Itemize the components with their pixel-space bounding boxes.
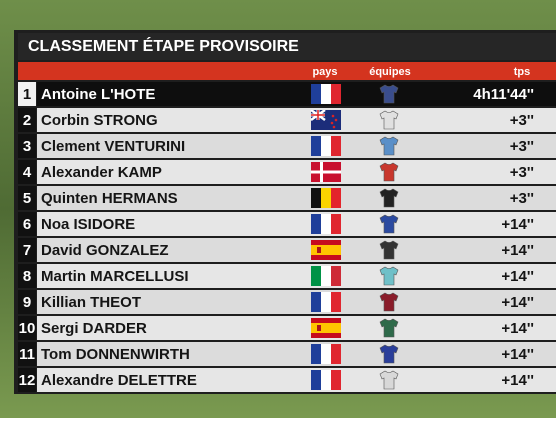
time: 4h11'44''	[473, 86, 534, 103]
title-bar	[18, 33, 556, 60]
rank: 8	[23, 268, 31, 285]
time: +3''	[510, 190, 534, 207]
row: 4 Alexander KAMP +3''	[18, 160, 556, 184]
rank-box	[18, 368, 36, 392]
rank-box	[18, 160, 36, 184]
time: +14''	[501, 242, 534, 259]
row-background	[37, 342, 556, 366]
rank: 2	[23, 112, 31, 129]
title: CLASSEMENT ÉTAPE PROVISOIRE	[28, 36, 299, 55]
column-header: tps	[514, 66, 531, 78]
rider-name: Noa ISIDORE	[41, 216, 135, 233]
rank-box	[18, 82, 36, 106]
flag	[311, 370, 341, 390]
flag	[311, 266, 341, 286]
time: +3''	[510, 112, 534, 129]
flag	[311, 188, 341, 208]
row-background	[37, 290, 556, 314]
rank: 7	[23, 242, 31, 259]
time: +14''	[501, 346, 534, 363]
time: +14''	[501, 372, 534, 389]
flag	[311, 136, 341, 156]
row-background	[37, 134, 556, 158]
row: 8 Martin MARCELLUSI +14''	[18, 264, 556, 288]
header-row	[18, 62, 556, 80]
row: 11 Tom DONNENWIRTH +14''	[18, 342, 556, 366]
rank: 9	[23, 294, 31, 311]
rank: 3	[23, 138, 31, 155]
row: 10 Sergi DARDER +14''	[18, 316, 556, 340]
flag	[311, 162, 341, 182]
flag	[311, 292, 341, 312]
flag	[310, 110, 342, 130]
rank-box	[18, 108, 36, 132]
rows: 1 Antoine L'HOTE 4h11'44'' 2 Corbin STRONG +3…	[18, 82, 556, 392]
rank: 10	[19, 320, 36, 337]
rank: 1	[23, 86, 31, 103]
rank: 5	[23, 190, 31, 207]
time: +3''	[510, 138, 534, 155]
rider-name: David GONZALEZ	[41, 242, 169, 259]
rider-name: Corbin STRONG	[41, 112, 158, 129]
rider-name: Antoine L'HOTE	[41, 86, 155, 103]
rider-name: Clement VENTURINI	[41, 138, 185, 155]
column-header: équipes	[369, 66, 411, 78]
rank: 4	[23, 164, 32, 181]
time: +3''	[510, 164, 534, 181]
rank: 6	[23, 216, 31, 233]
row-background	[37, 238, 556, 262]
rider-name: Quinten HERMANS	[41, 190, 178, 207]
rank-box	[18, 290, 36, 314]
row-background	[37, 108, 556, 132]
row: 2 Corbin STRONG +3''	[18, 108, 556, 132]
rider-name: Alexander KAMP	[41, 164, 162, 181]
flag	[311, 214, 341, 234]
rank: 12	[19, 372, 36, 389]
row: 7 David GONZALEZ +14''	[18, 238, 556, 262]
rank-box	[18, 316, 36, 340]
rank-box	[18, 212, 36, 236]
flag	[311, 240, 341, 260]
row: 5 Quinten HERMANS +3''	[18, 186, 556, 210]
rank-box	[18, 238, 36, 262]
row: 1 Antoine L'HOTE 4h11'44''	[18, 82, 556, 106]
rank: 11	[19, 346, 35, 363]
row-background	[37, 316, 556, 340]
rank-box	[18, 186, 36, 210]
rank-box	[18, 264, 36, 288]
rank-box	[18, 342, 36, 366]
row-background	[37, 264, 556, 288]
row-background	[37, 160, 556, 184]
time: +14''	[501, 216, 534, 233]
row: 12 Alexandre DELETTRE +14''	[18, 368, 556, 392]
row: 3 Clement VENTURINI +3''	[18, 134, 556, 158]
flag	[311, 318, 341, 338]
rank-box	[18, 134, 36, 158]
time: +14''	[501, 268, 534, 285]
time: +14''	[501, 320, 534, 337]
rider-name: Tom DONNENWIRTH	[41, 346, 190, 363]
flag	[311, 84, 341, 104]
column-header: pays	[312, 66, 337, 78]
row-background	[37, 82, 556, 106]
rider-name: Martin MARCELLUSI	[41, 268, 189, 285]
time: +14''	[501, 294, 534, 311]
row-background	[37, 186, 556, 210]
rider-name: Sergi DARDER	[41, 320, 147, 337]
flag	[311, 344, 341, 364]
row: 6 Noa ISIDORE +14''	[18, 212, 556, 236]
row-background	[37, 212, 556, 236]
row: 9 Killian THEOT +14''	[18, 290, 556, 314]
row-background	[37, 368, 556, 392]
rider-name: Alexandre DELETTRE	[41, 372, 197, 389]
rider-name: Killian THEOT	[41, 294, 141, 311]
